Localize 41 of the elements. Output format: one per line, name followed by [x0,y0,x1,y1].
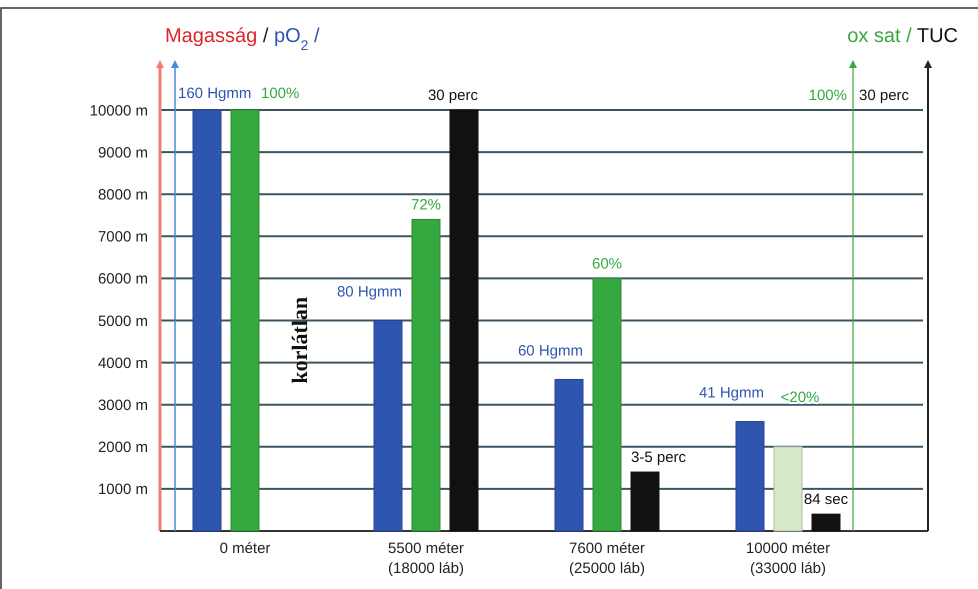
bar [450,110,478,532]
x-tick-label: 0 méter [220,540,270,557]
annotation: 3-5 perc [631,449,687,466]
annotation: korlátlan [287,296,312,384]
bar [554,378,584,532]
bar [736,421,764,532]
y-tick-label: 1000 m [98,481,148,498]
text: 100% [808,87,847,104]
y-tick-label: 4000 m [98,354,148,372]
annotation: <20% [780,388,820,406]
text: 30 perc [428,87,478,104]
x-tick-label: 7600 méter (25000 láb) [569,540,645,577]
bar [812,514,840,532]
bar [630,472,660,532]
y-tick-label: 3000 m [98,396,148,414]
annotation: 60 Hgmm [518,342,583,360]
y2-axis-title: ox sat / TUC [847,25,958,47]
annotation: 80 Hgmm [336,284,402,300]
bar [192,110,222,532]
y-tick-label: 8000 m [98,186,148,204]
bar [774,446,802,532]
annotation: 72% [410,196,442,214]
text: 30 perc [859,87,910,104]
bar [592,278,622,532]
annotation: 60% [592,255,622,272]
x-tick-label: 5500 méter (18000 láb) [388,540,464,577]
y-tick-label: 6000 m [98,270,148,288]
annotation: 84 sec [804,491,849,508]
y-tick-label: 10000 m [90,102,148,120]
annotation: 41 Hgmm [698,384,764,402]
y-tick-label: 7000 m [98,228,148,246]
x-tick-label: 10000 méter (33000 láb) [746,540,830,577]
y-tick-label: 9000 m [98,144,148,162]
y-axis-title: Magasság / pO$_{2}$ / [165,25,320,53]
y-tick-label: 2000 m [98,439,148,456]
bar [412,218,440,532]
y-tick-label: 5000 m [98,312,148,330]
text: 100% [261,85,300,102]
text: 160 Hgmm [178,85,252,102]
bar [374,320,402,532]
bar [230,110,260,532]
